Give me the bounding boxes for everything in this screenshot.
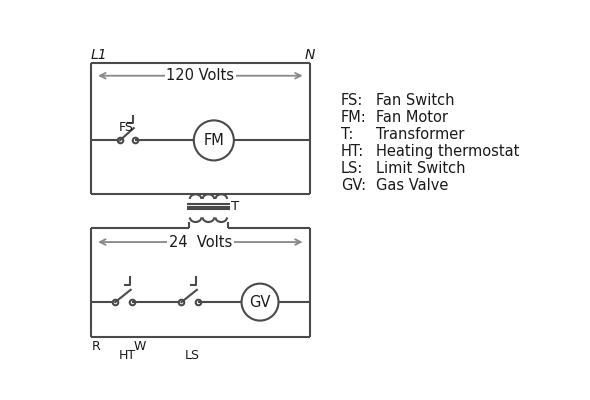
Text: W: W xyxy=(134,340,146,353)
Text: Gas Valve: Gas Valve xyxy=(375,178,448,192)
Text: Fan Switch: Fan Switch xyxy=(375,93,454,108)
Text: LS:: LS: xyxy=(341,161,363,176)
Text: HT: HT xyxy=(119,349,136,362)
Text: GV:: GV: xyxy=(341,178,366,192)
Text: FM:: FM: xyxy=(341,110,366,125)
Text: 24  Volts: 24 Volts xyxy=(169,234,232,250)
Text: T:: T: xyxy=(341,127,353,142)
Text: Fan Motor: Fan Motor xyxy=(375,110,448,125)
Text: LS: LS xyxy=(185,349,199,362)
Text: 120 Volts: 120 Volts xyxy=(166,68,234,83)
Text: N: N xyxy=(305,48,315,62)
Text: T: T xyxy=(231,200,239,213)
Text: L1: L1 xyxy=(91,48,107,62)
Text: FS: FS xyxy=(119,121,133,134)
Text: Limit Switch: Limit Switch xyxy=(375,161,465,176)
Text: HT:: HT: xyxy=(341,144,364,159)
Text: FM: FM xyxy=(204,133,224,148)
Text: Heating thermostat: Heating thermostat xyxy=(375,144,519,159)
Text: FS:: FS: xyxy=(341,93,363,108)
Text: R: R xyxy=(92,340,101,353)
Text: GV: GV xyxy=(250,294,271,310)
Text: Transformer: Transformer xyxy=(375,127,464,142)
